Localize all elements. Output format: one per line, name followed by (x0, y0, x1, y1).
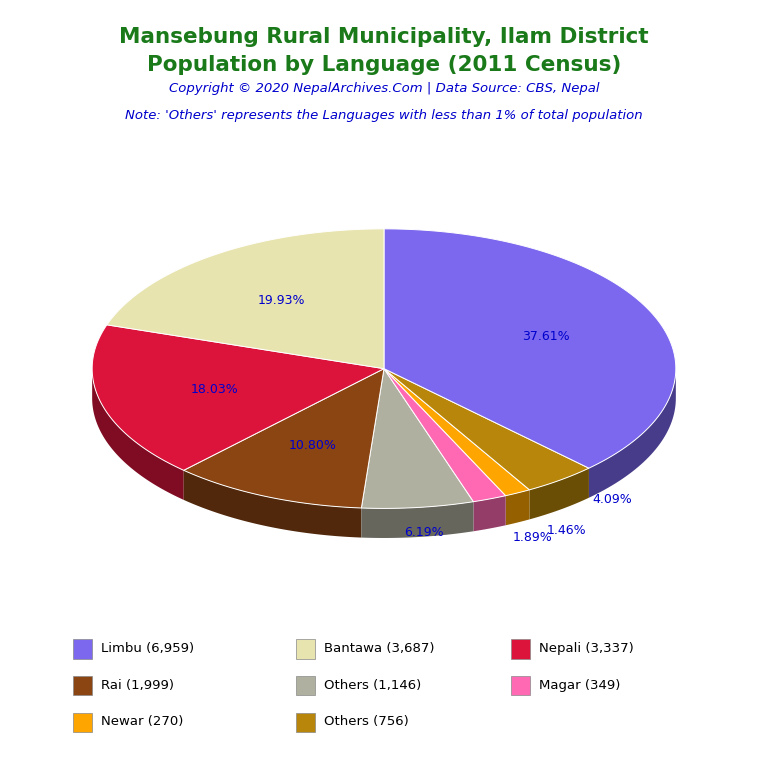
Text: 18.03%: 18.03% (190, 382, 238, 396)
Polygon shape (384, 229, 676, 468)
Text: Nepali (3,337): Nepali (3,337) (539, 642, 634, 654)
Polygon shape (184, 470, 362, 538)
Text: 37.61%: 37.61% (522, 330, 570, 343)
Polygon shape (384, 369, 505, 502)
Polygon shape (184, 369, 384, 508)
Text: 10.80%: 10.80% (289, 439, 337, 452)
Text: 6.19%: 6.19% (405, 526, 444, 539)
Polygon shape (529, 468, 589, 519)
Text: 4.09%: 4.09% (592, 493, 632, 506)
Polygon shape (473, 495, 505, 531)
Polygon shape (107, 229, 384, 369)
Text: Limbu (6,959): Limbu (6,959) (101, 642, 194, 654)
Text: Newar (270): Newar (270) (101, 716, 184, 728)
Text: Others (756): Others (756) (324, 716, 409, 728)
Text: Others (1,146): Others (1,146) (324, 679, 422, 691)
Polygon shape (92, 325, 384, 470)
Polygon shape (384, 369, 529, 495)
Polygon shape (362, 502, 473, 538)
Text: Mansebung Rural Municipality, Ilam District: Mansebung Rural Municipality, Ilam Distr… (119, 27, 649, 47)
Text: 19.93%: 19.93% (257, 294, 305, 307)
Polygon shape (589, 369, 676, 498)
Text: 1.46%: 1.46% (547, 524, 587, 537)
Polygon shape (362, 369, 473, 508)
Polygon shape (384, 369, 589, 490)
Text: Magar (349): Magar (349) (539, 679, 621, 691)
Text: Bantawa (3,687): Bantawa (3,687) (324, 642, 435, 654)
Text: Population by Language (2011 Census): Population by Language (2011 Census) (147, 55, 621, 75)
Text: Copyright © 2020 NepalArchives.Com | Data Source: CBS, Nepal: Copyright © 2020 NepalArchives.Com | Dat… (169, 82, 599, 95)
Text: 1.89%: 1.89% (513, 531, 553, 545)
Polygon shape (505, 490, 529, 525)
Text: Rai (1,999): Rai (1,999) (101, 679, 174, 691)
Text: Note: 'Others' represents the Languages with less than 1% of total population: Note: 'Others' represents the Languages … (125, 109, 643, 122)
Polygon shape (92, 368, 184, 500)
